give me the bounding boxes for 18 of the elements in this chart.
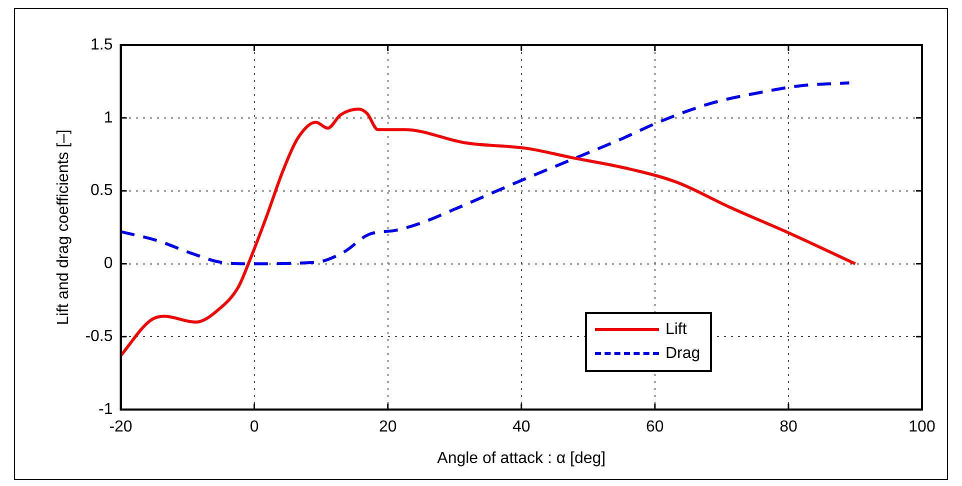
x-tick-label: 40 <box>512 418 530 436</box>
y-axis-title: Lift and drag coefficients [–] <box>55 130 72 325</box>
legend-label: Drag <box>665 344 700 363</box>
x-tick-label: 80 <box>780 418 798 436</box>
y-tick-label: 0 <box>104 255 113 272</box>
x-tick-label: 60 <box>646 418 664 436</box>
y-tick-label: -1 <box>98 401 113 418</box>
y-tick-label: 1 <box>104 109 113 126</box>
line-series <box>120 81 851 266</box>
x-axis-title: Angle of attack : α [deg] <box>437 450 606 467</box>
legend-label: Lift <box>665 320 687 339</box>
x-tick-label: 0 <box>250 418 259 436</box>
y-tick-label: 1.5 <box>90 36 113 54</box>
y-tick-label: 0.5 <box>90 182 113 200</box>
x-tick-label: 20 <box>378 418 397 436</box>
x-tick-label: 100 <box>908 418 936 436</box>
x-tick-label: -20 <box>109 418 132 436</box>
y-tick-label: -0.5 <box>85 328 113 346</box>
